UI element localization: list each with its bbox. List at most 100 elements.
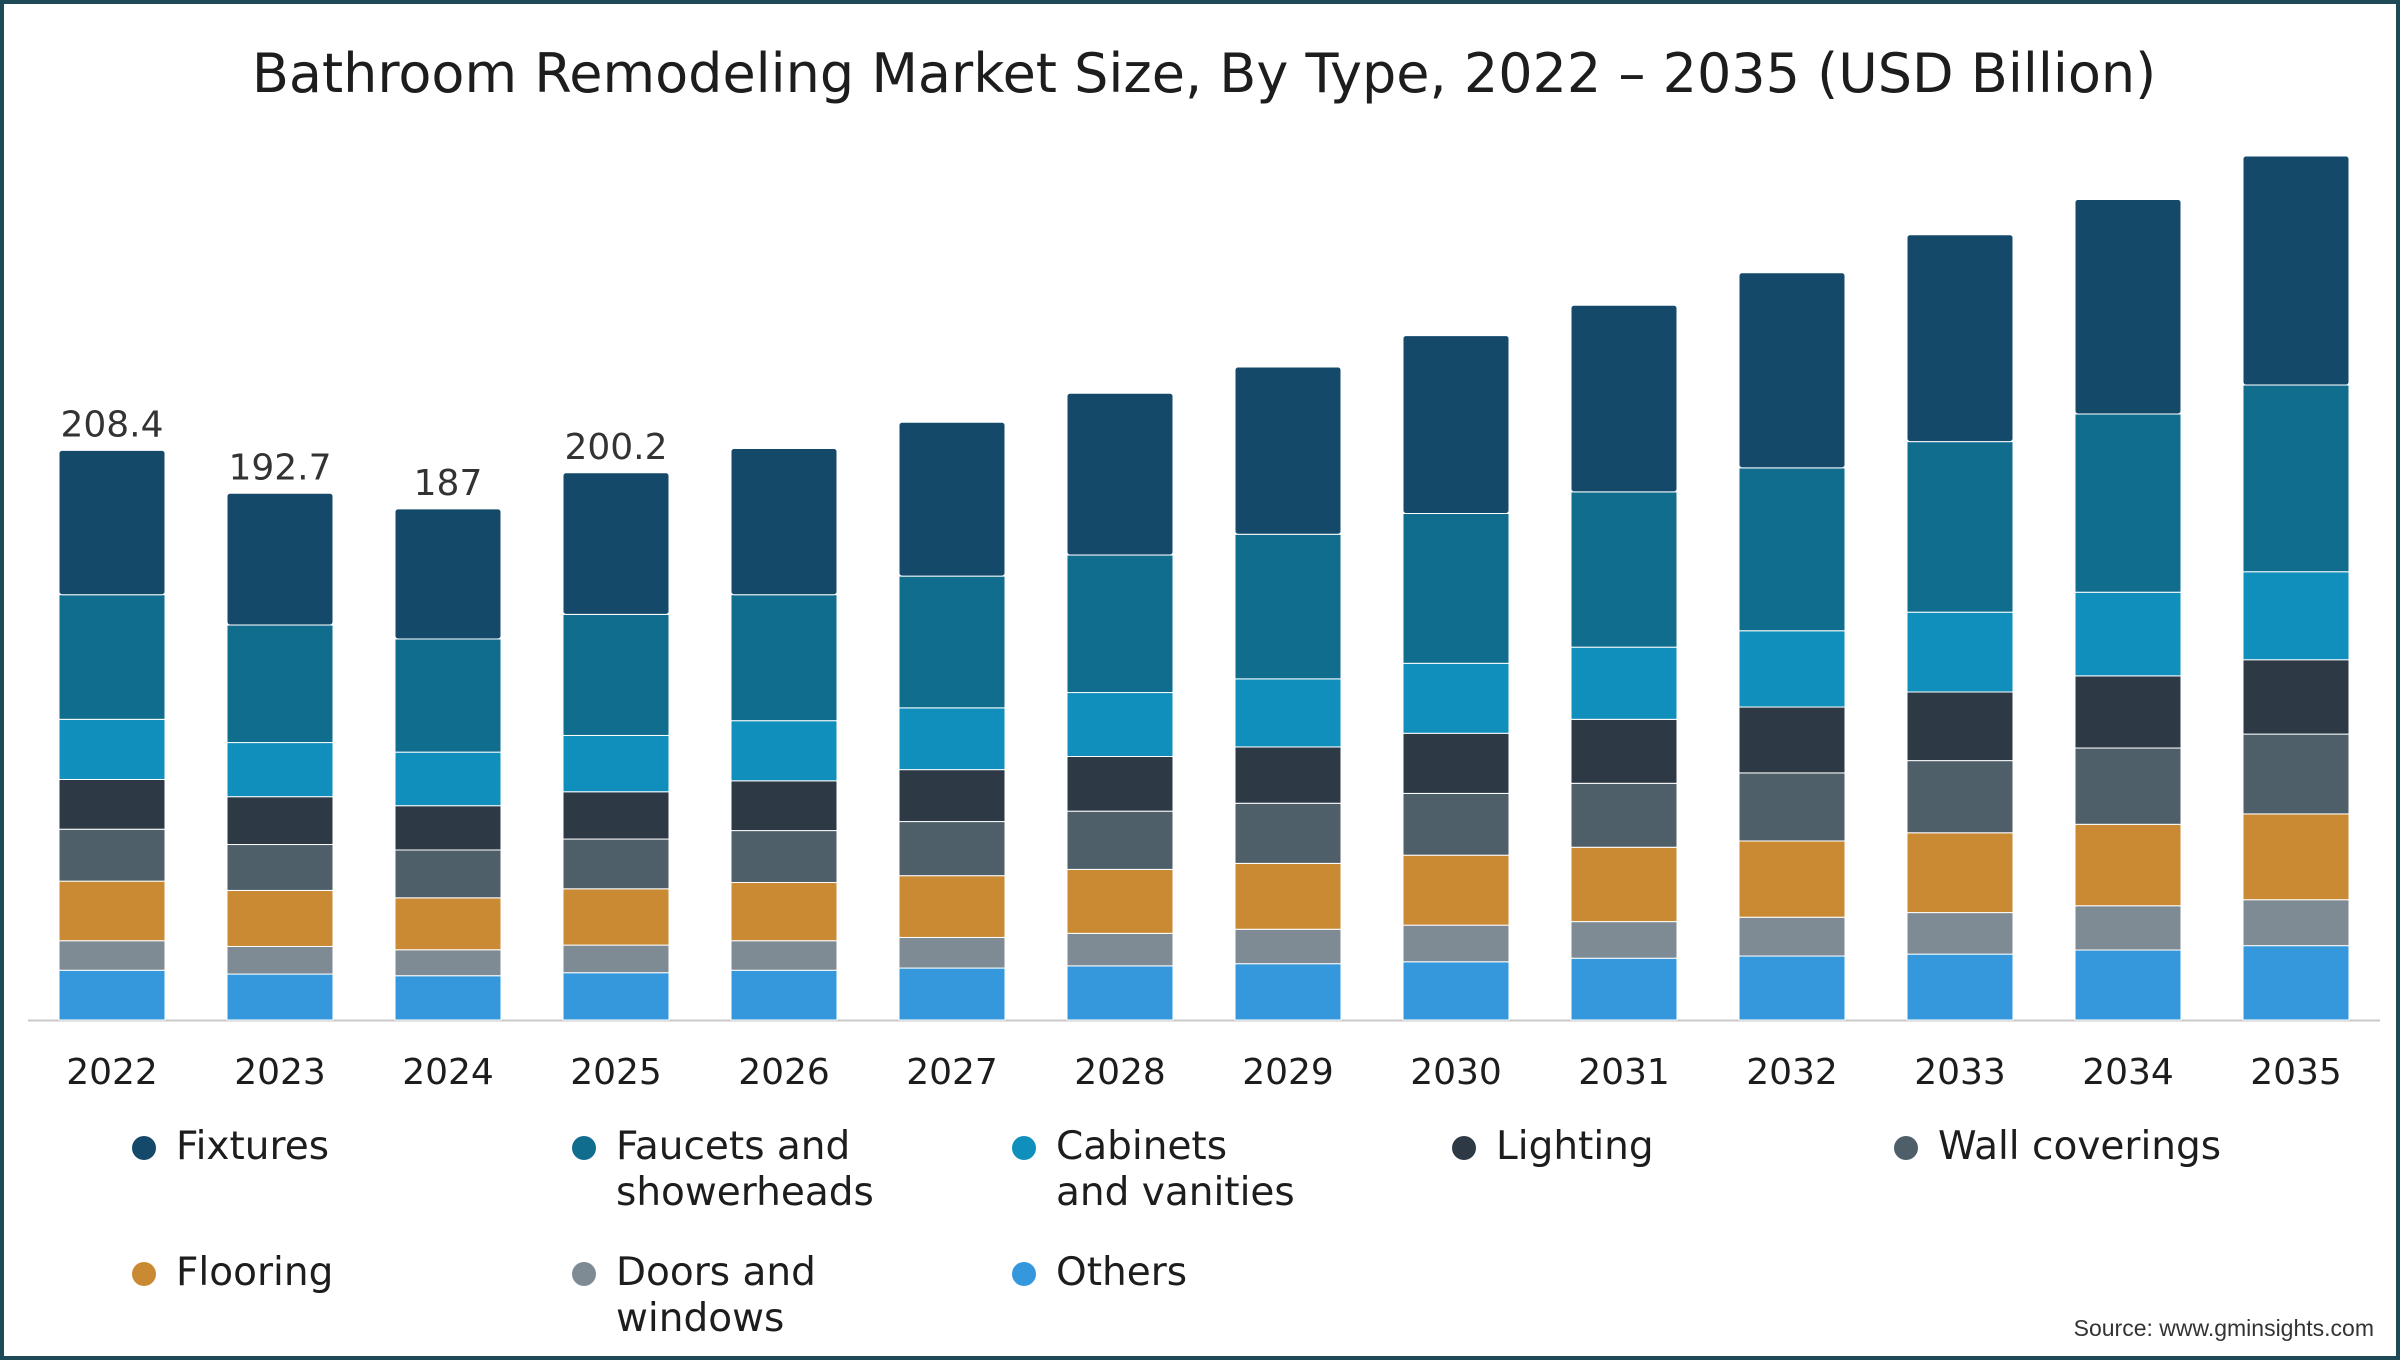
- bar-segment-cabinets-and-vanities-2029[interactable]: [1234, 678, 1342, 748]
- bar-stack-2035[interactable]: [2242, 155, 2350, 1021]
- legend-item-others[interactable]: Others: [1012, 1250, 1302, 1296]
- bar-segment-flooring-2028[interactable]: [1066, 868, 1174, 934]
- bar-segment-lighting-2022[interactable]: [58, 778, 166, 830]
- bar-segment-wall-coverings-2031[interactable]: [1570, 782, 1678, 848]
- bar-stack-2032[interactable]: [1738, 272, 1846, 1021]
- bar-segment-lighting-2024[interactable]: [394, 805, 502, 851]
- bar-segment-wall-coverings-2025[interactable]: [562, 838, 670, 890]
- bar-segment-lighting-2032[interactable]: [1738, 706, 1846, 774]
- bar-segment-wall-coverings-2032[interactable]: [1738, 772, 1846, 842]
- bar-segment-fixtures-2025[interactable]: [562, 472, 670, 615]
- bar-segment-lighting-2023[interactable]: [226, 796, 334, 846]
- bar-segment-faucets-and-showerheads-2022[interactable]: [58, 594, 166, 720]
- bar-segment-flooring-2033[interactable]: [1906, 832, 2014, 914]
- bar-segment-others-2029[interactable]: [1234, 963, 1342, 1021]
- bar-segment-doors-and-windows-2025[interactable]: [562, 944, 670, 974]
- bar-segment-fixtures-2028[interactable]: [1066, 392, 1174, 556]
- bar-segment-faucets-and-showerheads-2031[interactable]: [1570, 491, 1678, 648]
- bar-segment-doors-and-windows-2029[interactable]: [1234, 928, 1342, 965]
- bar-segment-fixtures-2034[interactable]: [2074, 198, 2182, 415]
- bar-segment-flooring-2034[interactable]: [2074, 823, 2182, 907]
- bar-segment-fixtures-2022[interactable]: [58, 449, 166, 596]
- bar-segment-cabinets-and-vanities-2033[interactable]: [1906, 611, 2014, 693]
- bar-segment-others-2023[interactable]: [226, 973, 334, 1021]
- bar-segment-cabinets-and-vanities-2032[interactable]: [1738, 630, 1846, 708]
- bar-segment-wall-coverings-2026[interactable]: [730, 830, 838, 884]
- bar-stack-2027[interactable]: [898, 421, 1006, 1021]
- bar-segment-wall-coverings-2024[interactable]: [394, 849, 502, 899]
- bar-segment-flooring-2027[interactable]: [898, 875, 1006, 938]
- bar-segment-cabinets-and-vanities-2035[interactable]: [2242, 571, 2350, 661]
- bar-segment-faucets-and-showerheads-2026[interactable]: [730, 594, 838, 722]
- bar-segment-doors-and-windows-2030[interactable]: [1402, 924, 1510, 963]
- bar-stack-2025[interactable]: [562, 472, 670, 1021]
- bar-stack-2029[interactable]: [1234, 366, 1342, 1021]
- bar-segment-doors-and-windows-2028[interactable]: [1066, 932, 1174, 967]
- bar-segment-cabinets-and-vanities-2023[interactable]: [226, 742, 334, 798]
- bar-segment-flooring-2024[interactable]: [394, 897, 502, 951]
- legend-item-flooring[interactable]: Flooring: [132, 1250, 512, 1296]
- bar-stack-2022[interactable]: [58, 449, 166, 1021]
- legend-item-wall-coverings[interactable]: Wall coverings: [1894, 1124, 2314, 1170]
- bar-segment-doors-and-windows-2033[interactable]: [1906, 912, 2014, 955]
- bar-segment-faucets-and-showerheads-2025[interactable]: [562, 613, 670, 736]
- bar-segment-fixtures-2023[interactable]: [226, 492, 334, 626]
- bar-segment-faucets-and-showerheads-2034[interactable]: [2074, 413, 2182, 593]
- bar-segment-wall-coverings-2035[interactable]: [2242, 733, 2350, 815]
- bar-segment-doors-and-windows-2023[interactable]: [226, 945, 334, 975]
- bar-segment-flooring-2032[interactable]: [1738, 840, 1846, 918]
- bar-segment-fixtures-2026[interactable]: [730, 447, 838, 596]
- bar-segment-cabinets-and-vanities-2030[interactable]: [1402, 662, 1510, 734]
- bar-segment-flooring-2029[interactable]: [1234, 862, 1342, 930]
- bar-segment-wall-coverings-2029[interactable]: [1234, 802, 1342, 864]
- bar-segment-others-2032[interactable]: [1738, 955, 1846, 1021]
- bar-segment-faucets-and-showerheads-2028[interactable]: [1066, 554, 1174, 694]
- bar-segment-fixtures-2029[interactable]: [1234, 366, 1342, 535]
- bar-segment-others-2033[interactable]: [1906, 953, 2014, 1021]
- bar-segment-others-2025[interactable]: [562, 972, 670, 1021]
- bar-segment-flooring-2026[interactable]: [730, 882, 838, 942]
- bar-segment-doors-and-windows-2026[interactable]: [730, 940, 838, 971]
- bar-segment-others-2035[interactable]: [2242, 945, 2350, 1021]
- bar-segment-wall-coverings-2027[interactable]: [898, 821, 1006, 877]
- bar-segment-fixtures-2024[interactable]: [394, 508, 502, 640]
- bar-segment-fixtures-2031[interactable]: [1570, 304, 1678, 493]
- bar-segment-fixtures-2027[interactable]: [898, 421, 1006, 577]
- bar-segment-flooring-2023[interactable]: [226, 889, 334, 947]
- bar-segment-lighting-2025[interactable]: [562, 791, 670, 840]
- bar-segment-others-2031[interactable]: [1570, 957, 1678, 1021]
- bar-segment-lighting-2028[interactable]: [1066, 756, 1174, 812]
- bar-stack-2030[interactable]: [1402, 335, 1510, 1021]
- bar-segment-lighting-2031[interactable]: [1570, 718, 1678, 784]
- bar-segment-cabinets-and-vanities-2026[interactable]: [730, 720, 838, 782]
- bar-segment-cabinets-and-vanities-2027[interactable]: [898, 707, 1006, 771]
- bar-segment-others-2030[interactable]: [1402, 961, 1510, 1021]
- bar-segment-wall-coverings-2028[interactable]: [1066, 810, 1174, 870]
- bar-segment-lighting-2029[interactable]: [1234, 746, 1342, 804]
- bar-segment-lighting-2034[interactable]: [2074, 675, 2182, 749]
- bar-segment-lighting-2026[interactable]: [730, 780, 838, 832]
- bar-segment-cabinets-and-vanities-2025[interactable]: [562, 734, 670, 793]
- bar-segment-fixtures-2032[interactable]: [1738, 272, 1846, 469]
- bar-segment-cabinets-and-vanities-2028[interactable]: [1066, 692, 1174, 758]
- bar-segment-doors-and-windows-2027[interactable]: [898, 936, 1006, 969]
- bar-stack-2026[interactable]: [730, 447, 838, 1021]
- bar-segment-doors-and-windows-2024[interactable]: [394, 949, 502, 977]
- bar-segment-cabinets-and-vanities-2031[interactable]: [1570, 646, 1678, 720]
- bar-stack-2023[interactable]: [226, 492, 334, 1021]
- bar-segment-flooring-2030[interactable]: [1402, 854, 1510, 926]
- legend-item-faucets[interactable]: Faucets and showerheads: [572, 1124, 874, 1216]
- bar-stack-2034[interactable]: [2074, 198, 2182, 1021]
- bar-segment-faucets-and-showerheads-2030[interactable]: [1402, 513, 1510, 664]
- bar-segment-lighting-2035[interactable]: [2242, 659, 2350, 735]
- bar-segment-cabinets-and-vanities-2024[interactable]: [394, 751, 502, 807]
- legend-item-fixtures[interactable]: Fixtures: [132, 1124, 512, 1170]
- bar-segment-fixtures-2033[interactable]: [1906, 234, 2014, 443]
- bar-segment-wall-coverings-2030[interactable]: [1402, 792, 1510, 856]
- legend-item-lighting[interactable]: Lighting: [1452, 1124, 1812, 1170]
- bar-segment-faucets-and-showerheads-2023[interactable]: [226, 624, 334, 744]
- bar-segment-faucets-and-showerheads-2033[interactable]: [1906, 441, 2014, 613]
- legend-item-cabinets[interactable]: Cabinets and vanities: [1012, 1124, 1302, 1216]
- bar-segment-lighting-2030[interactable]: [1402, 732, 1510, 794]
- bar-segment-wall-coverings-2023[interactable]: [226, 844, 334, 891]
